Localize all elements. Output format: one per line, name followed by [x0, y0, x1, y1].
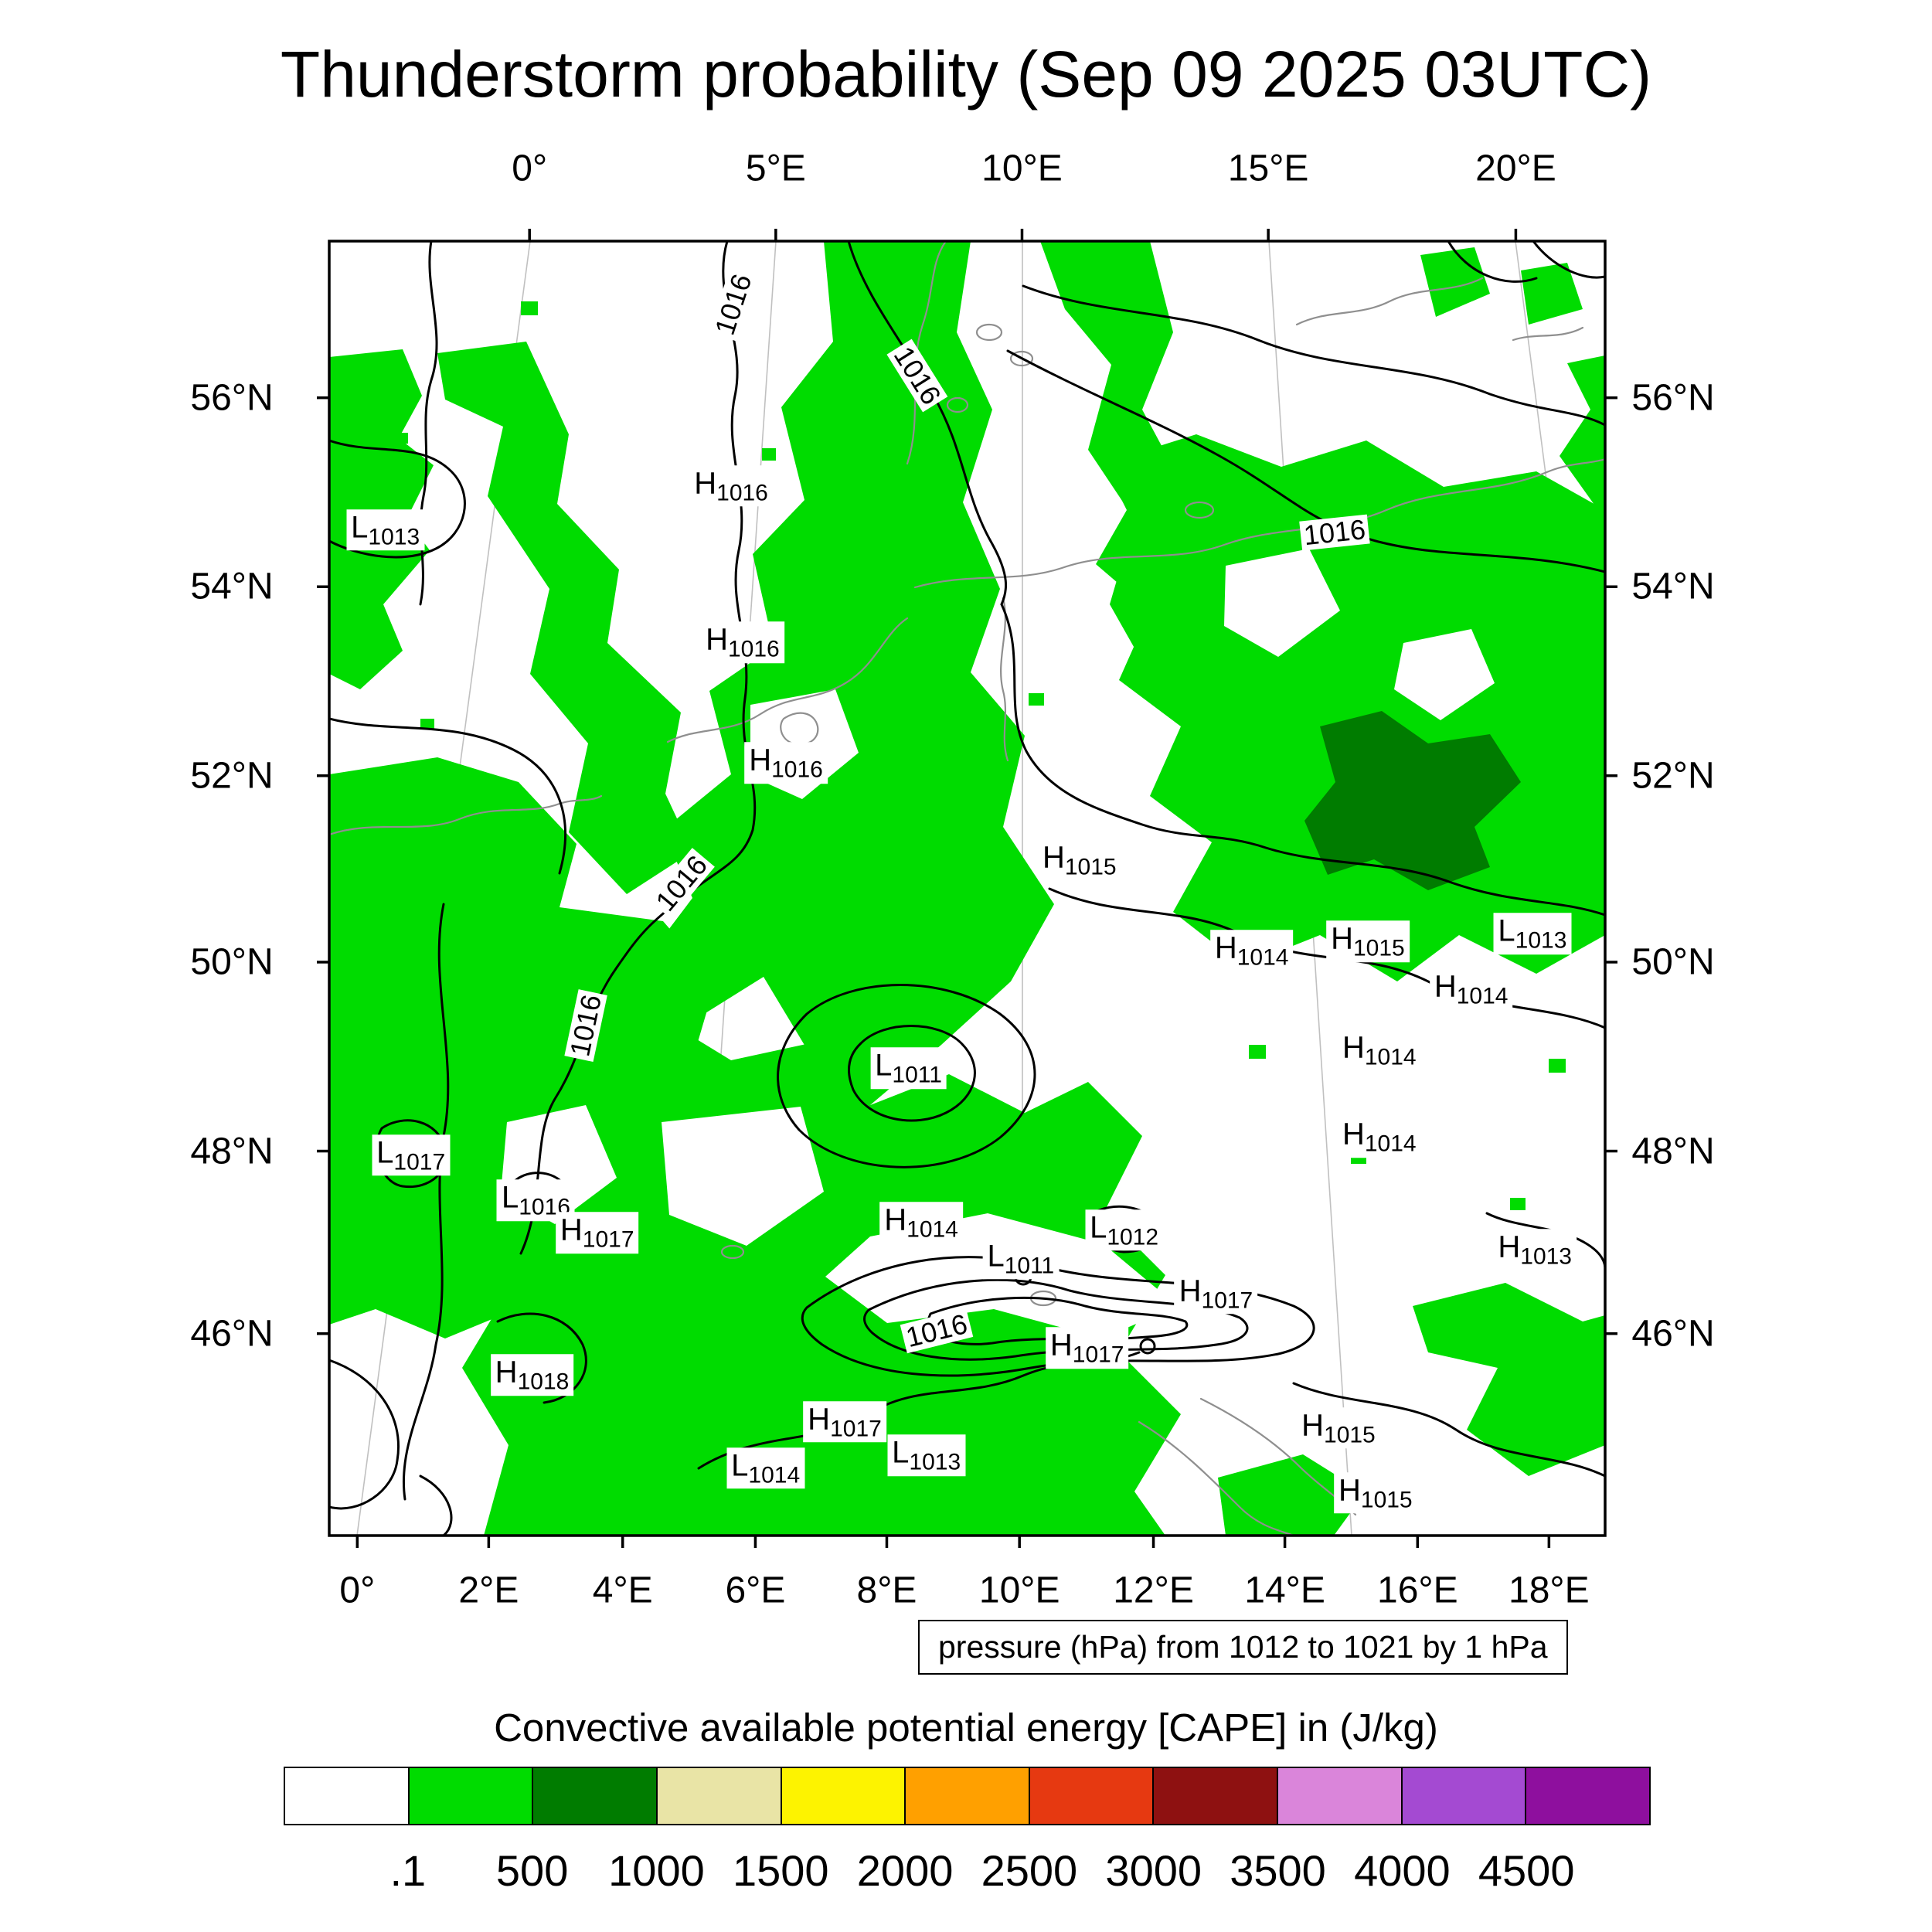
colorbar-cell	[1154, 1768, 1279, 1824]
isobar-label: 1016	[886, 338, 948, 413]
pressure-center-label: H1015	[1326, 920, 1410, 962]
colorbar-cell	[285, 1768, 410, 1824]
pressure-center-label: H1014	[1209, 930, 1294, 971]
isobar-layer	[329, 241, 1605, 1536]
colorbar-cell	[1029, 1768, 1155, 1824]
pressure-center-label: H1013	[1493, 1229, 1577, 1270]
axis-tick-label: 14°E	[1244, 1570, 1325, 1611]
axis-tick-label: 20°E	[1475, 148, 1556, 189]
isobar-label: 1016	[648, 847, 715, 919]
colorbar-tick-label: 500	[495, 1846, 569, 1895]
colorbar-tick-label: 3000	[1105, 1846, 1202, 1895]
pressure-caption: pressure (hPa) from 1012 to 1021 by 1 hP…	[918, 1620, 1568, 1675]
colorbar-tick-label: 2000	[856, 1846, 954, 1895]
axis-tick-label: 6°E	[725, 1570, 786, 1611]
pressure-center-label: L1017	[372, 1134, 451, 1176]
pressure-center-label: L1011	[982, 1237, 1060, 1280]
pressure-center-label: H1017	[555, 1212, 639, 1253]
isobar-label: 1016	[709, 267, 758, 342]
axis-tick-label: 0°	[339, 1570, 376, 1611]
axis-tick-label: 2°E	[458, 1570, 519, 1611]
pressure-center-label: H1016	[701, 621, 784, 663]
colorbar-tick-label: 1500	[732, 1846, 829, 1895]
axis-tick-label: 15°E	[1227, 148, 1309, 189]
axis-tick-label: 12°E	[1113, 1570, 1194, 1611]
pressure-center-label: H1015	[1037, 838, 1121, 881]
axis-tick-label: 8°E	[856, 1570, 917, 1611]
axis-tick-label: 48°N	[1631, 1131, 1715, 1172]
axis-tick-label: 46°N	[1631, 1313, 1715, 1355]
colorbar-tick-label: 1000	[608, 1846, 705, 1895]
axis-tick-label: 50°N	[1631, 941, 1715, 983]
pressure-center-label: H1017	[1045, 1327, 1129, 1369]
pressure-center-label: L1013	[1493, 913, 1572, 954]
pressure-center-label: H1016	[689, 464, 773, 507]
axis-tick-label: 52°N	[1631, 755, 1715, 797]
colorbar-cell	[657, 1768, 782, 1824]
axis-tick-label: 46°N	[190, 1313, 274, 1355]
pressure-center-label: L1013	[346, 509, 425, 551]
pressure-center-label: H1014	[879, 1201, 963, 1243]
colorbar-cell	[781, 1768, 906, 1824]
pressure-center-label: L1011	[870, 1047, 947, 1090]
colorbar-cell	[1278, 1768, 1403, 1824]
pressure-center-label: H1014	[1337, 1116, 1421, 1158]
axis-tick-label: 52°N	[190, 755, 274, 797]
isobar-label: 1016	[563, 989, 607, 1063]
colorbar-cell	[906, 1768, 1030, 1824]
chart-title: Thunderstorm probability (Sep 09 2025 03…	[280, 38, 1652, 111]
axis-tick-label: 0°	[512, 148, 548, 189]
axis-tick-label: 10°E	[978, 1570, 1060, 1611]
map-area: 1016 1016 H1016 L1013 1016 H1016 H1016 1016 H101…	[317, 229, 1617, 1548]
axis-tick-label: 54°N	[1631, 566, 1715, 607]
axis-tick-label: 54°N	[190, 566, 274, 607]
axis-tick-label: 56°N	[1631, 377, 1715, 419]
coastline-layer	[329, 241, 1605, 1536]
pressure-center-label: H1015	[1333, 1471, 1417, 1514]
colorbar-cell	[409, 1768, 534, 1824]
colorbar-tick-label: 4500	[1478, 1846, 1575, 1895]
colorbar-cell	[1402, 1768, 1527, 1824]
pressure-center-label: H1016	[744, 742, 828, 784]
pressure-labels-layer: 1016 1016 H1016 L1013 1016 H1016 H1016 1016 H101…	[329, 241, 1605, 1536]
axis-tick-label: 18°E	[1509, 1570, 1590, 1611]
axis-tick-label: 10°E	[981, 148, 1063, 189]
pressure-center-label: L1013	[887, 1434, 966, 1476]
axis-tick-label: 16°E	[1376, 1570, 1458, 1611]
colorbar-tick-label: .1	[389, 1846, 427, 1895]
axis-tick-label: 56°N	[190, 377, 274, 419]
isobar-label: 1016	[900, 1308, 974, 1354]
weather-map-canvas	[317, 229, 1617, 1548]
pressure-center-label: H1018	[490, 1354, 574, 1396]
colorbar-cell	[533, 1768, 658, 1824]
axis-tick-label: 48°N	[190, 1131, 274, 1172]
pressure-center-label: H1014	[1337, 1029, 1421, 1071]
pressure-center-label: H1015	[1297, 1407, 1380, 1449]
pressure-center-label: H1017	[803, 1400, 886, 1443]
colorbar-title: Convective available potential energy [C…	[494, 1706, 1438, 1750]
axis-tick-label: 50°N	[190, 941, 274, 983]
map-frame	[328, 240, 1607, 1537]
isobar-label: 1016	[1299, 513, 1370, 551]
pressure-center-label: H1017	[1174, 1273, 1258, 1315]
colorbar-tick-label: 4000	[1354, 1846, 1451, 1895]
axis-tick-label: 5°E	[745, 148, 806, 189]
pressure-center-label: H1014	[1429, 968, 1513, 1010]
colorbar-cell	[1526, 1768, 1650, 1824]
cape-500-region	[1304, 711, 1521, 890]
colorbar-tick-label: 3500	[1230, 1846, 1326, 1895]
axis-tick-label: 4°E	[592, 1570, 653, 1611]
pressure-center-label: L1012	[1085, 1209, 1164, 1251]
axis-tick-marks	[317, 229, 1617, 1548]
colorbar-tick-label: 2500	[981, 1846, 1078, 1895]
colorbar	[284, 1767, 1651, 1825]
pressure-center-label: L1014	[726, 1447, 805, 1489]
colorbar-tick-labels: .1 500 1000 1500 2000 2500 3000 3500 4000 4500	[284, 1845, 1651, 1900]
